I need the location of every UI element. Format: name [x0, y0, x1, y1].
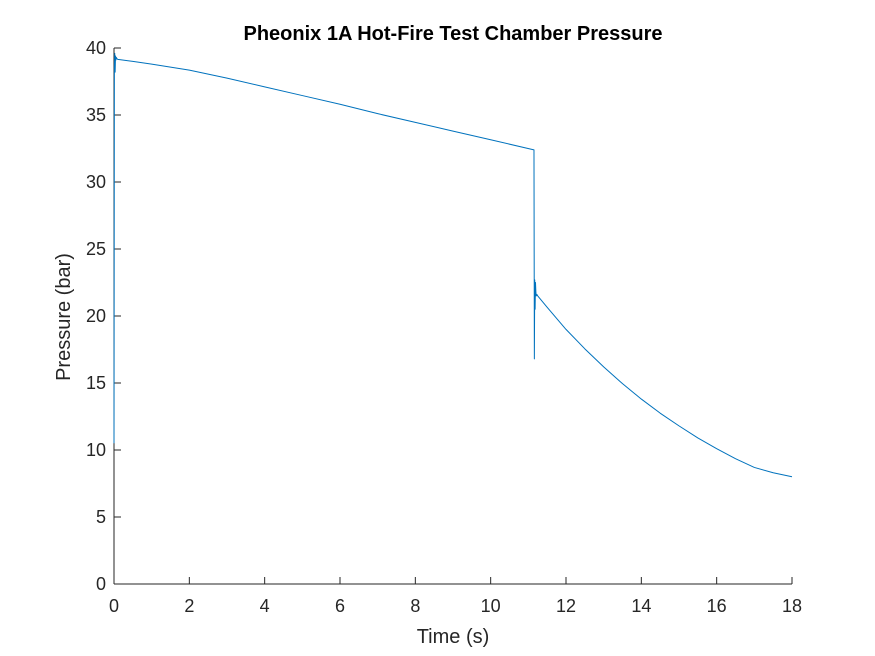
chart-title: Pheonix 1A Hot-Fire Test Chamber Pressur…	[243, 23, 662, 45]
y-tick-label: 30	[86, 172, 106, 192]
y-tick-label: 15	[86, 373, 106, 393]
x-axis-label: Time (s)	[417, 626, 490, 648]
x-tick-label: 18	[782, 596, 802, 616]
x-tick-label: 10	[481, 596, 501, 616]
x-tick-label: 6	[335, 596, 345, 616]
x-tick-label: 4	[260, 596, 270, 616]
x-tick-label: 0	[109, 596, 119, 616]
y-tick-label: 35	[86, 105, 106, 125]
x-tick-label: 12	[556, 596, 576, 616]
y-tick-label: 20	[86, 306, 106, 326]
y-axis-label: Pressure (bar)	[53, 253, 75, 381]
y-axis-ticks: 0 5 10 15 20 25 30 35 40	[86, 38, 121, 594]
y-tick-label: 40	[86, 38, 106, 58]
y-tick-label: 5	[96, 507, 106, 527]
x-axis-ticks: 0 2 4 6 8 10 12 14 16 18	[109, 577, 802, 616]
x-tick-label: 2	[184, 596, 194, 616]
x-tick-label: 16	[707, 596, 727, 616]
y-tick-label: 0	[96, 574, 106, 594]
y-tick-label: 25	[86, 239, 106, 259]
y-tick-label: 10	[86, 440, 106, 460]
x-tick-label: 8	[410, 596, 420, 616]
series-layer	[113, 52, 793, 478]
series-line	[113, 52, 793, 478]
x-tick-label: 14	[631, 596, 651, 616]
